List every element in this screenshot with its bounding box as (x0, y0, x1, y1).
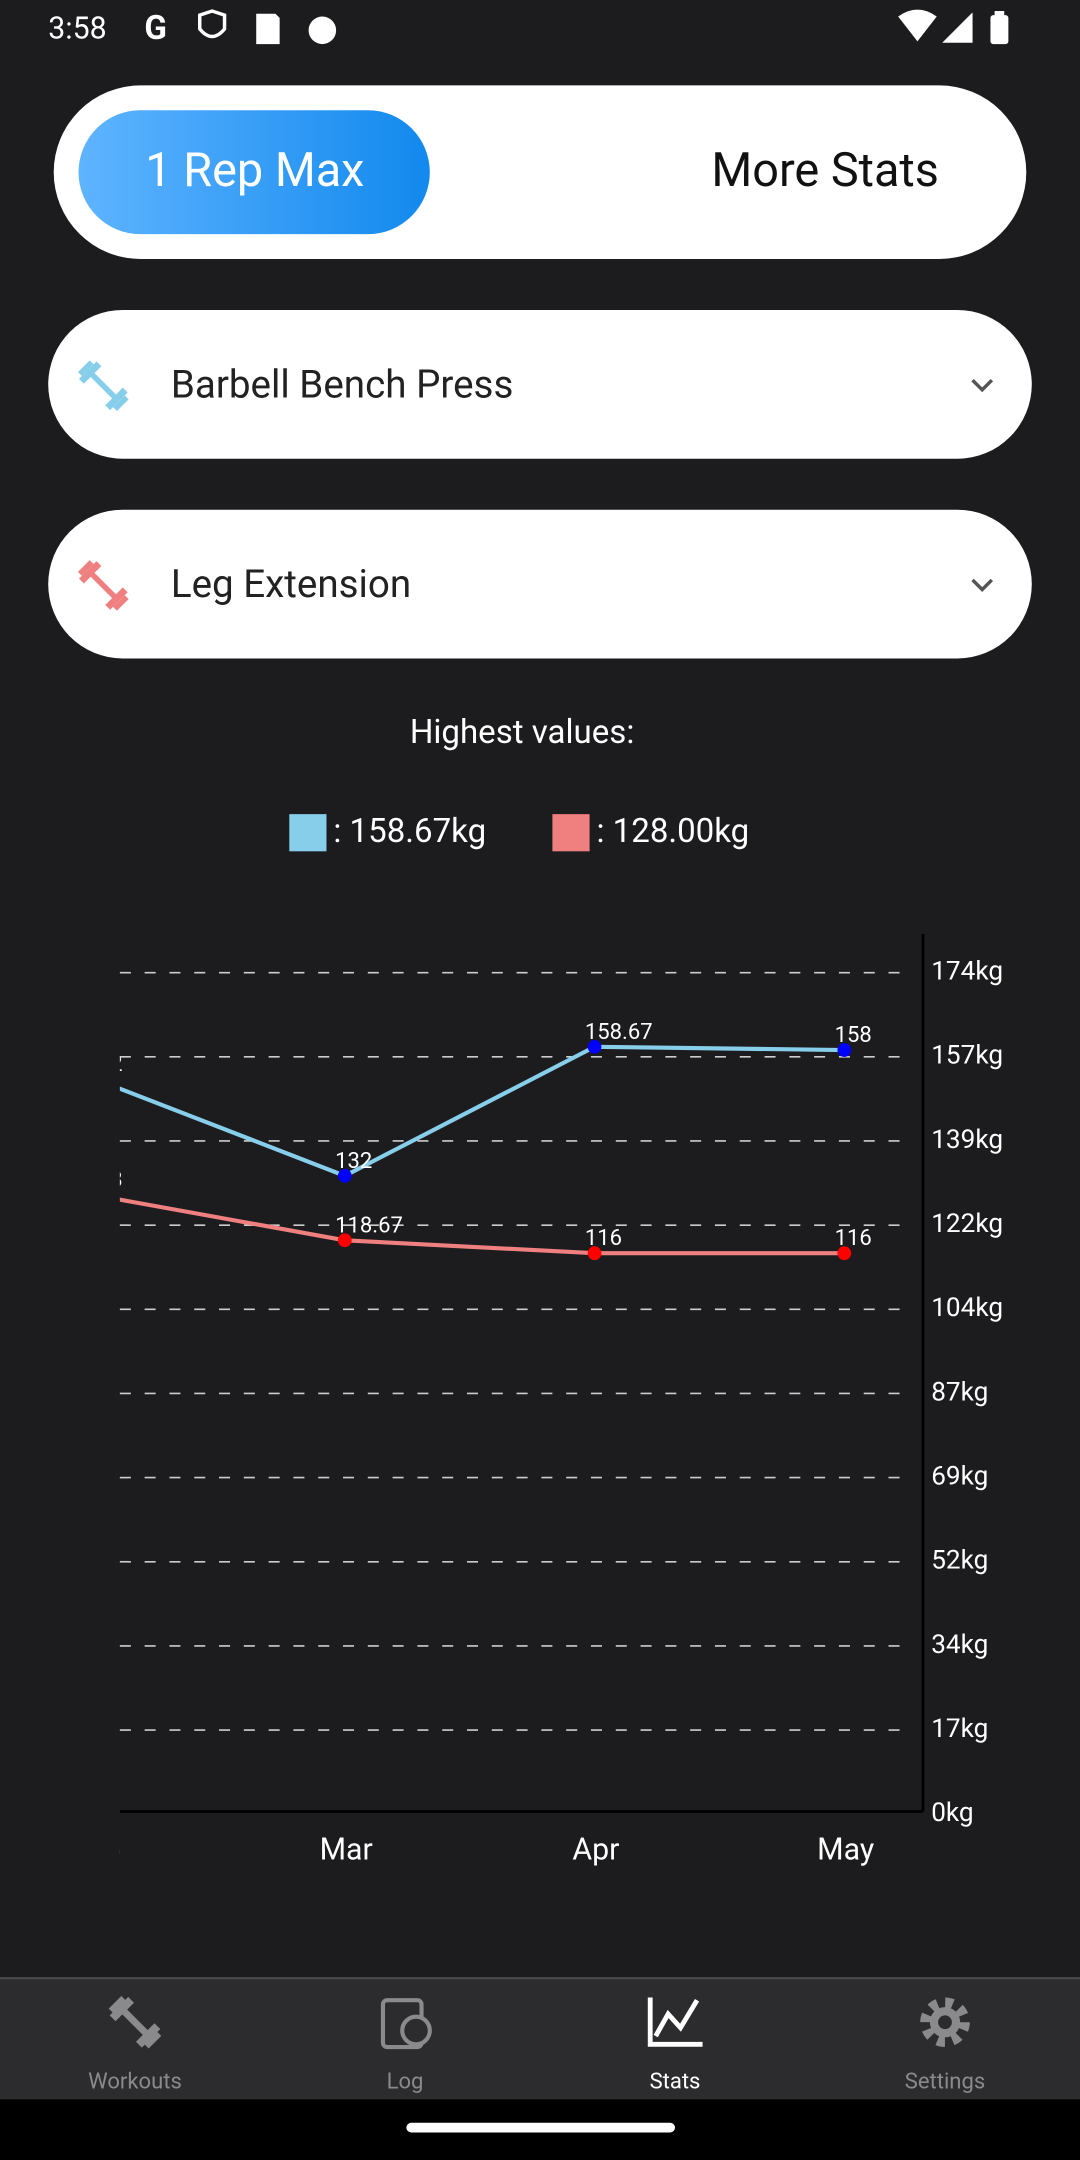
nav-label[interactable]: Stats (650, 2070, 701, 2095)
tab-selected[interactable] (78, 110, 430, 235)
data-point (837, 1246, 852, 1261)
dumbbell-icon (77, 360, 129, 412)
legend-label: : 158.67kg (333, 812, 486, 851)
data-label: 158.67 (585, 1020, 653, 1045)
plot: 152 132 158.67 158 128 118.67 116 116 (85, 1020, 872, 1261)
y-tick-label: 139kg (931, 1125, 1003, 1155)
series-line (119, 1044, 845, 1179)
icon-part (108, 1995, 127, 2014)
nav-icon[interactable] (920, 1997, 970, 2048)
exercise-name[interactable]: Barbell Bench Press (171, 362, 514, 407)
data-point (587, 1246, 602, 1261)
icon-part (89, 372, 117, 400)
icon-part (77, 560, 94, 576)
nav-label[interactable]: Settings (905, 2070, 985, 2095)
data-label: 132 (335, 1149, 372, 1174)
icon-part (113, 595, 129, 611)
nav-bar (0, 1978, 1080, 2100)
data-point (337, 1168, 352, 1183)
series-line (119, 1197, 845, 1256)
x-labels: Feb Mar Apr May (72, 1832, 874, 1867)
y-tick-label: 157kg (931, 1041, 1003, 1071)
y-tick-label: 104kg (931, 1293, 1003, 1323)
icon-part (105, 587, 128, 610)
nav-icon[interactable] (380, 1998, 432, 2050)
icon-part (78, 561, 102, 584)
data-point (587, 1039, 602, 1054)
dropdown-chevron[interactable] (971, 378, 994, 393)
x-tick-label: Mar (320, 1832, 373, 1867)
exercise-selector[interactable] (48, 309, 1032, 459)
nav-label[interactable]: Workouts (88, 2070, 182, 2095)
dumbbell-icon (108, 1995, 162, 2049)
icon-part (400, 2014, 432, 2047)
legend-swatch (289, 814, 327, 852)
data-label: 116 (585, 1226, 622, 1251)
nav-icon[interactable] (647, 1997, 703, 2047)
y-tick-label: 174kg (931, 957, 1003, 987)
icon-part (938, 2015, 952, 2030)
legend-label: : 128.00kg (596, 812, 749, 851)
nav-label[interactable]: Log (387, 2070, 424, 2095)
icon-part (105, 387, 128, 411)
nav-icon[interactable] (107, 1994, 163, 2050)
data-label: 158 (835, 1023, 872, 1048)
y-tick-label: 87kg (931, 1377, 988, 1407)
icon-part (78, 361, 102, 384)
icon-part (89, 571, 117, 600)
x-tick-label: May (817, 1832, 874, 1867)
data-label: 118.67 (335, 1213, 403, 1238)
dropdown-chevron[interactable] (971, 578, 994, 593)
y-tick-label: 122kg (931, 1209, 1003, 1239)
status-time: 3:58 (48, 11, 106, 46)
y-tick-label: 34kg (931, 1630, 988, 1660)
exercise-name[interactable]: Leg Extension (171, 562, 411, 607)
icon-part (113, 395, 129, 412)
data-point (837, 1043, 852, 1057)
status-icons: G (144, 9, 1009, 48)
y-tick-label: 0kg (931, 1798, 973, 1828)
exercise-selector[interactable] (48, 509, 1032, 659)
data-label: 116 (835, 1226, 872, 1251)
data-label: 128 (85, 1168, 122, 1193)
home-indicator[interactable] (406, 2122, 675, 2133)
dumbbell-icon (77, 560, 129, 611)
y-tick-label: 17kg (931, 1714, 988, 1744)
icon-part (647, 1997, 703, 2047)
icon-part (77, 360, 94, 376)
y-tick-label: 69kg (931, 1462, 988, 1492)
x-tick-label: Apr (572, 1832, 619, 1867)
icon-part (143, 2031, 162, 2049)
tab-label[interactable]: More Stats (711, 144, 939, 198)
y-tick-label: 52kg (931, 1546, 988, 1576)
svg-text:G: G (144, 9, 167, 48)
data-label: 152 (85, 1052, 122, 1077)
tab-label[interactable]: 1 Rep Max (145, 144, 364, 198)
legend-swatch (552, 814, 590, 852)
icon-part (920, 1997, 970, 2048)
x-tick-label: Feb (72, 1832, 122, 1867)
chart-title: Highest values: (410, 713, 635, 752)
data-point (337, 1233, 352, 1248)
